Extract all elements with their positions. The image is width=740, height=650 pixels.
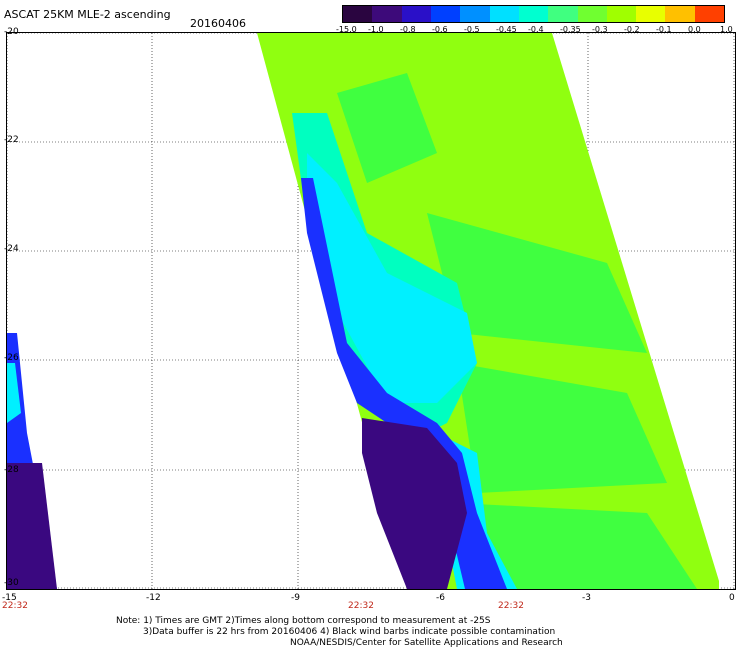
colorbar-segment	[548, 6, 578, 22]
colorbar-segment	[343, 6, 373, 22]
colorbar-label: -0.3	[592, 25, 608, 34]
x-tick-label: -15	[2, 593, 17, 603]
colorbar-segment	[518, 6, 549, 22]
y-tick-label: -26	[4, 353, 19, 363]
colorbar-label: -0.5	[464, 25, 480, 34]
colorbar-segment	[372, 6, 402, 22]
colorbar-label: 0.0	[688, 25, 701, 34]
colorbar-segment	[460, 6, 490, 22]
colorbar-segment	[430, 6, 461, 22]
colorbar-labels: -15.0 -1.0 -0.8 -0.6 -0.5 -0.45 -0.4 -0.35 -0.3 -…	[336, 25, 736, 37]
time-label: 22:32	[498, 601, 524, 611]
time-label: 22:32	[348, 601, 374, 611]
colorbar-label: -0.45	[496, 25, 517, 34]
note-line-3: NOAA/NESDIS/Center for Satellite Applica…	[290, 638, 563, 648]
wind-swath-map	[7, 33, 735, 589]
colorbar-segment	[401, 6, 431, 22]
colorbar	[342, 5, 725, 23]
y-tick-label: -20	[4, 27, 19, 37]
swath-green-region	[457, 363, 667, 493]
swath-green-region	[337, 73, 437, 183]
colorbar-segment	[606, 6, 637, 22]
colorbar-label: -0.1	[656, 25, 672, 34]
x-tick-label: -3	[582, 593, 591, 603]
colorbar-segment	[694, 6, 725, 22]
x-tick-label: 0	[729, 593, 735, 603]
colorbar-segment	[489, 6, 519, 22]
map-plot-area	[6, 32, 736, 590]
time-label: 22:32	[2, 601, 28, 611]
colorbar-segment	[577, 6, 607, 22]
colorbar-label: -15.0	[336, 25, 357, 34]
colorbar-label: 1.0	[720, 25, 733, 34]
y-tick-label: -22	[4, 135, 19, 145]
colorbar-label: -0.35	[560, 25, 581, 34]
left-swath-violet-region	[7, 463, 57, 589]
note-line-2: 3)Data buffer is 22 hrs from 20160406 4)…	[143, 627, 556, 637]
swath-green-region	[427, 213, 647, 353]
x-tick-label: -12	[146, 593, 161, 603]
swath-green-region	[457, 503, 697, 589]
colorbar-label: -0.2	[624, 25, 640, 34]
x-tick-label: -9	[291, 593, 300, 603]
y-tick-label: -24	[4, 244, 19, 254]
colorbar-segment	[665, 6, 695, 22]
map-title: ASCAT 25KM MLE-2 ascending	[4, 8, 171, 21]
colorbar-label: -0.4	[528, 25, 544, 34]
colorbar-label: -0.8	[400, 25, 416, 34]
colorbar-segment	[636, 6, 666, 22]
colorbar-label: -0.6	[432, 25, 448, 34]
map-date: 20160406	[190, 17, 246, 30]
swath-cyan-region	[307, 153, 477, 403]
y-tick-label: -30	[4, 578, 19, 588]
note-line-1: Note: 1) Times are GMT 2)Times along bot…	[116, 616, 491, 626]
x-tick-label: -6	[436, 593, 445, 603]
colorbar-label: -1.0	[368, 25, 384, 34]
y-tick-label: -28	[4, 465, 19, 475]
left-swath-cyan-region	[7, 363, 21, 423]
swath-violet-region	[362, 418, 467, 589]
